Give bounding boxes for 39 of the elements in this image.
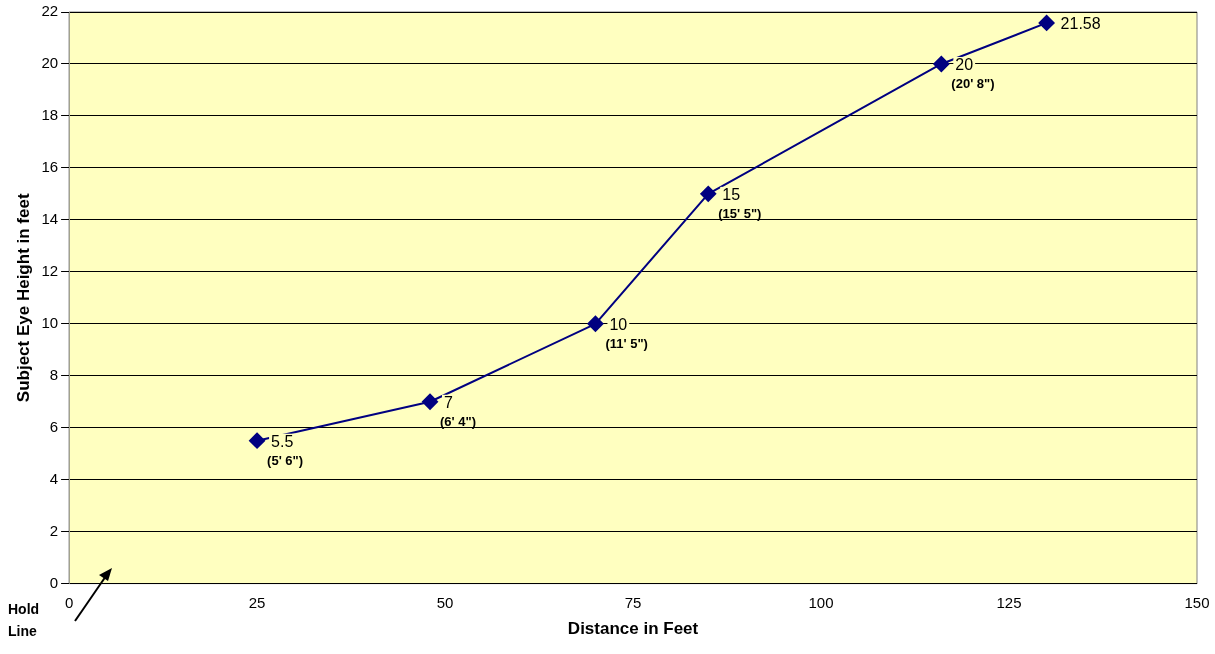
- annotation: (11' 5"): [605, 335, 648, 351]
- annotation: (20' 8"): [951, 76, 995, 92]
- point: [1038, 14, 1055, 31]
- point: [933, 55, 950, 72]
- data-label: 10: [609, 316, 628, 334]
- y-axis-title: Subject Eye Height in feet: [13, 193, 33, 403]
- y-tick-label: 10: [41, 313, 59, 331]
- y-tick-label: 22: [41, 2, 59, 20]
- x-tick-label: 150: [1184, 593, 1210, 611]
- data-label: 7: [444, 394, 454, 412]
- data-label: 20: [955, 56, 974, 74]
- annotation: (6' 4"): [440, 413, 477, 429]
- x-tick-label: 125: [996, 593, 1022, 611]
- x-tick-label: 25: [248, 593, 266, 611]
- y-tick-label: 4: [49, 469, 59, 487]
- point: [587, 315, 604, 332]
- annotation: (15' 5"): [718, 205, 762, 221]
- annotation: (5' 6"): [267, 452, 304, 468]
- text: Hold Line: [8, 601, 40, 639]
- y-tick-label: 18: [41, 106, 59, 124]
- y-tick-label: 0: [49, 573, 59, 591]
- x-tick-label: 100: [808, 593, 834, 611]
- point: [422, 393, 439, 410]
- point: [700, 185, 717, 202]
- x-tick-label: 50: [436, 593, 454, 611]
- y-tick-label: 2: [49, 521, 59, 539]
- x-tick-label: 75: [624, 593, 642, 611]
- x-axis-title: Distance in Feet: [567, 619, 699, 639]
- y-tick-label: 14: [41, 210, 59, 227]
- y-tick-label: 8: [49, 365, 59, 383]
- x-tick-label: 0: [64, 593, 74, 611]
- data-label: 5.5: [271, 433, 294, 451]
- y-tick-label: 6: [49, 417, 59, 435]
- point: [249, 432, 266, 449]
- data-label: 21.58: [1060, 15, 1101, 33]
- data-label: 15: [722, 186, 741, 204]
- y-tick-label: 16: [41, 158, 59, 176]
- y-tick-label: 20: [41, 54, 59, 72]
- y-tick-label: 12: [41, 261, 59, 279]
